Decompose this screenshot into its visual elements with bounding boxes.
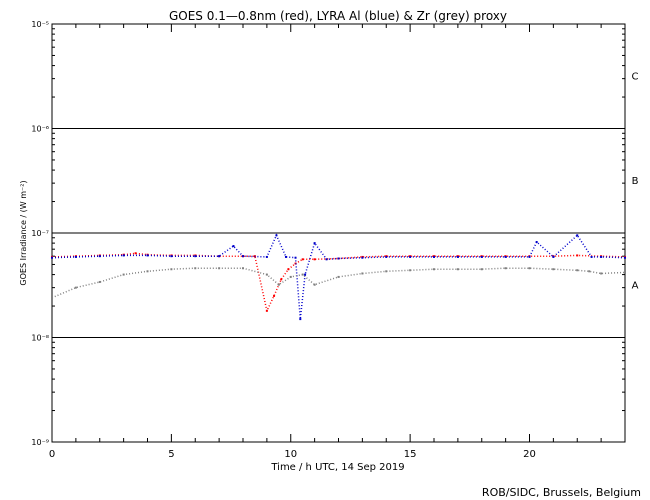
- series-line: [51, 252, 626, 314]
- data-point: [301, 258, 304, 261]
- data-point: [134, 252, 137, 255]
- data-point: [304, 273, 307, 276]
- data-point: [287, 268, 290, 271]
- data-point: [552, 268, 555, 271]
- data-point: [535, 241, 538, 244]
- data-point: [313, 283, 316, 286]
- data-point: [313, 242, 316, 245]
- data-point: [588, 270, 591, 273]
- data-point: [456, 268, 459, 271]
- x-tick-label: 10: [284, 449, 297, 460]
- y-tick-label: 10⁻⁸: [31, 334, 49, 343]
- data-point: [218, 255, 221, 258]
- y-tick-label: 10⁻⁵: [31, 20, 49, 29]
- data-point: [299, 318, 302, 321]
- series-line: [51, 267, 626, 299]
- data-point: [576, 269, 579, 272]
- data-point: [624, 256, 626, 259]
- flare-class-label: A: [632, 281, 639, 292]
- data-point: [480, 255, 483, 258]
- data-point: [74, 255, 77, 258]
- data-point: [284, 255, 287, 258]
- data-point: [504, 255, 507, 258]
- data-point: [280, 278, 283, 281]
- x-axis: 0 5 10 15 20: [49, 24, 626, 460]
- data-point: [194, 255, 197, 258]
- x-tick-label: 20: [523, 449, 536, 460]
- data-point: [98, 255, 101, 258]
- data-point: [98, 280, 101, 283]
- data-point: [624, 271, 626, 274]
- x-tick-label: 15: [404, 449, 417, 460]
- y-axis: 10⁻⁹ 10⁻⁸ 10⁻⁷ 10⁻⁶ 10⁻⁵: [31, 20, 625, 447]
- data-series: [51, 233, 626, 321]
- data-point: [433, 268, 435, 271]
- data-point: [170, 255, 173, 258]
- credit-text: ROB/SIDC, Brussels, Belgium: [482, 486, 641, 499]
- flare-class-label: C: [632, 72, 639, 83]
- data-point: [313, 258, 316, 261]
- data-point: [600, 255, 603, 258]
- data-point: [576, 234, 579, 237]
- y-axis-label: GOES Irradiance / (W m⁻²): [19, 180, 28, 285]
- x-axis-label: Time / h UTC, 14 Sep 2019: [270, 462, 404, 473]
- data-point: [528, 255, 531, 258]
- y-tick-label: 10⁻⁷: [31, 229, 49, 238]
- data-point: [528, 267, 531, 270]
- data-point: [385, 270, 388, 273]
- y-tick-label: 10⁻⁶: [31, 125, 49, 134]
- flare-class-labels: A B C: [632, 72, 639, 292]
- x-tick-label: 0: [49, 449, 55, 460]
- data-point: [265, 309, 268, 312]
- flare-class-label: B: [632, 176, 639, 187]
- data-point: [122, 254, 125, 257]
- data-point: [552, 255, 555, 258]
- data-point: [74, 286, 77, 289]
- data-point: [600, 272, 603, 275]
- data-point: [277, 283, 280, 286]
- data-point: [273, 294, 276, 297]
- class-lines: [52, 128, 625, 338]
- data-point: [337, 275, 340, 278]
- data-point: [409, 269, 412, 272]
- chart-title: GOES 0.1—0.8nm (red), LYRA Al (blue) & Z…: [169, 9, 507, 23]
- y-tick-label: 10⁻⁹: [31, 438, 49, 447]
- data-point: [504, 267, 507, 270]
- data-point: [576, 254, 579, 257]
- data-point: [480, 268, 483, 271]
- data-point: [146, 254, 149, 257]
- x-tick-label: 5: [168, 449, 174, 460]
- data-point: [232, 245, 235, 248]
- data-point: [361, 272, 364, 275]
- data-point: [51, 256, 53, 259]
